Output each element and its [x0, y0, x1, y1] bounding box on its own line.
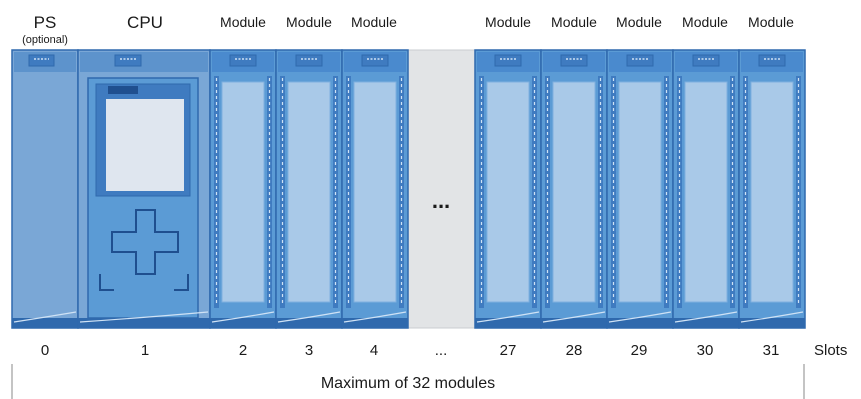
slot-number: 31	[763, 342, 780, 359]
cpu-keypad-cross	[111, 209, 179, 275]
gap-ellipsis: ...	[432, 188, 450, 213]
module-label: Module	[485, 14, 531, 30]
slot-number: 30	[697, 342, 714, 359]
io-module	[672, 49, 740, 329]
ps-optional-note: (optional)	[22, 34, 68, 46]
slot-number: 27	[500, 342, 517, 359]
cpu-module	[77, 49, 211, 329]
slot-number: 28	[566, 342, 583, 359]
slot-number: 4	[370, 342, 378, 359]
slot-number: 0	[41, 342, 49, 359]
rack-gap	[407, 49, 476, 329]
range-bracket	[11, 364, 805, 399]
module-label: Module	[220, 14, 266, 30]
module-label: Module	[748, 14, 794, 30]
module-label: Module	[351, 14, 397, 30]
module-label: Module	[616, 14, 662, 30]
module-label: Module	[682, 14, 728, 30]
slots-caption: Slots	[814, 342, 847, 359]
io-module	[606, 49, 674, 329]
power-supply-module	[11, 49, 79, 329]
slot-number: 29	[631, 342, 648, 359]
io-module	[474, 49, 542, 329]
slot-number: 2	[239, 342, 247, 359]
io-module	[341, 49, 409, 329]
io-module	[540, 49, 608, 329]
io-module	[209, 49, 277, 329]
io-module	[275, 49, 343, 329]
range-label: Maximum of 32 modules	[321, 375, 495, 392]
io-module	[738, 49, 806, 329]
slot-number: ...	[435, 342, 448, 359]
module-label: Module	[551, 14, 597, 30]
module-label: Module	[286, 14, 332, 30]
io-modules	[209, 49, 806, 329]
cpu-label: CPU	[127, 13, 163, 32]
slot-number: 3	[305, 342, 313, 359]
ps-label: PS	[34, 13, 57, 32]
slot-number: 1	[141, 342, 149, 359]
